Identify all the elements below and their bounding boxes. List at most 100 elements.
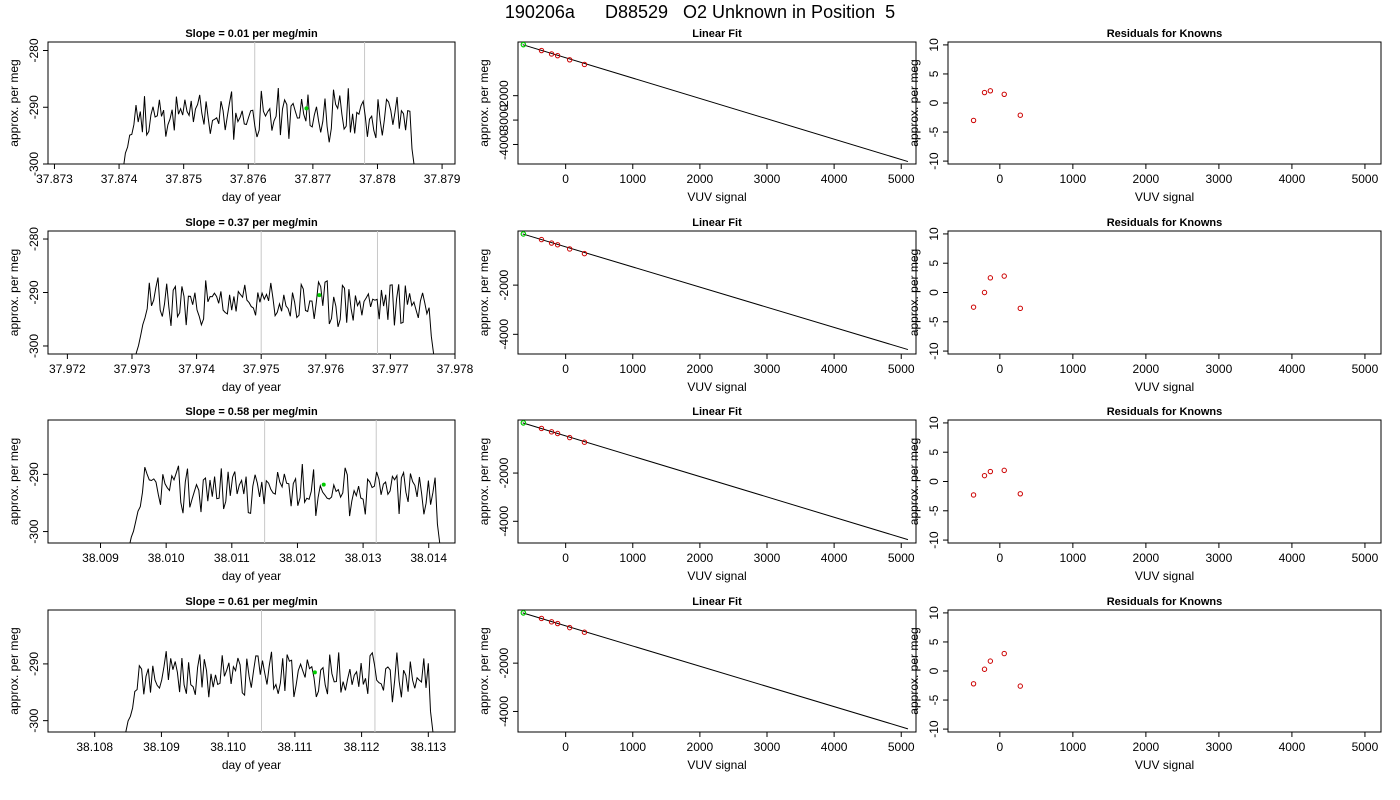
- y-tick-label: -5: [927, 316, 941, 327]
- known-point: [581, 250, 588, 257]
- x-tick-label: 1000: [619, 551, 646, 565]
- x-tick-label: 38.109: [143, 740, 180, 754]
- unknown-point: [520, 610, 527, 616]
- y-tick-label: 10: [927, 606, 941, 620]
- y-axis-label: approx. per meg: [907, 249, 921, 336]
- plot-content: [123, 42, 415, 164]
- plot-frame: [517, 419, 917, 544]
- x-tick-label: 38.112: [344, 740, 380, 754]
- plot-frame: [47, 41, 456, 165]
- panel-title: Residuals for Knowns: [1107, 596, 1223, 608]
- y-axis-label: approx. per meg: [7, 627, 21, 714]
- panel-title: Linear Fit: [692, 217, 742, 229]
- x-tick-label: 4000: [1279, 740, 1306, 754]
- x-tick-label: 1000: [619, 172, 646, 186]
- y-axis-label: approx. per meg: [907, 627, 921, 714]
- x-tick-label: 0: [996, 172, 1003, 186]
- panel-slope-3: Slope = 0.61 per meg/min 38.108 38.109 38.1…: [7, 596, 456, 772]
- unknown-point: [520, 42, 527, 48]
- x-tick-label: 37.873: [36, 172, 73, 186]
- y-tick-label: -5: [927, 126, 941, 137]
- known-point: [548, 619, 555, 625]
- x-axis-label: VUV signal: [687, 380, 746, 394]
- x-tick-label: 3000: [1206, 740, 1233, 754]
- plot-content: [970, 650, 1023, 689]
- plot-frame: [47, 230, 456, 355]
- unknown-point: [304, 106, 309, 111]
- unknown-point: [317, 293, 322, 298]
- x-axis-label: VUV signal: [1135, 190, 1194, 204]
- plot-frame: [947, 419, 1382, 544]
- y-tick-label: -2000: [497, 647, 511, 678]
- known-point: [538, 47, 545, 54]
- x-tick-label: 2000: [1133, 362, 1160, 376]
- x-tick-label: 0: [562, 362, 569, 376]
- plot-content: [970, 467, 1023, 498]
- x-tick-label: 5000: [888, 740, 915, 754]
- x-tick-label: 3000: [754, 740, 781, 754]
- residual-point: [1001, 467, 1007, 474]
- y-tick-label: -4000: [497, 319, 511, 350]
- x-tick-label: 1000: [1060, 740, 1087, 754]
- panel-title: Slope = 0.58 per meg/min: [185, 406, 318, 418]
- fit-line: [522, 612, 909, 730]
- plot-content: [520, 42, 909, 163]
- panel-fit-0: Linear Fit 0 1000 2000 3000 4000 5000 VUV signa…: [477, 28, 917, 204]
- x-tick-label: 37.874: [101, 172, 138, 186]
- x-tick-label: 1000: [1060, 362, 1087, 376]
- x-tick-label: 38.014: [410, 551, 447, 565]
- y-tick-label: 5: [927, 70, 941, 77]
- y-axis-label: approx. per meg: [7, 59, 21, 146]
- x-tick-label: 5000: [888, 551, 915, 565]
- signal-trace: [124, 651, 434, 732]
- known-point: [538, 425, 545, 432]
- y-tick-label: -3000: [497, 104, 511, 135]
- y-tick-label: -290: [27, 280, 41, 304]
- x-tick-label: 38.009: [82, 551, 119, 565]
- y-tick-label: 5: [927, 260, 941, 267]
- x-axis-label: day of year: [222, 569, 281, 583]
- y-axis-label: approx. per meg: [477, 59, 491, 146]
- known-point: [581, 629, 588, 635]
- signal-trace: [129, 463, 441, 543]
- x-tick-label: 38.012: [279, 551, 316, 565]
- x-tick-label: 4000: [821, 740, 848, 754]
- x-tick-label: 2000: [687, 740, 714, 754]
- y-axis-label: approx. per meg: [477, 249, 491, 336]
- panel-title: Slope = 0.01 per meg/min: [185, 28, 318, 40]
- x-tick-label: 37.978: [437, 362, 474, 376]
- x-tick-label: 37.875: [165, 172, 202, 186]
- y-tick-label: 0: [927, 478, 941, 485]
- known-point: [548, 51, 555, 57]
- x-tick-label: 5000: [1352, 172, 1379, 186]
- x-tick-label: 4000: [1279, 172, 1306, 186]
- known-point: [554, 242, 561, 248]
- y-tick-label: 10: [927, 38, 941, 52]
- y-tick-label: -5: [927, 694, 941, 705]
- y-tick-label: -280: [27, 38, 41, 62]
- plot-frame: [47, 609, 456, 733]
- x-tick-label: 4000: [1279, 362, 1306, 376]
- x-tick-label: 0: [562, 172, 569, 186]
- x-tick-label: 38.013: [345, 551, 382, 565]
- x-tick-label: 38.108: [76, 740, 113, 754]
- x-axis-label: day of year: [222, 190, 281, 204]
- plot-content: [520, 231, 909, 351]
- plot-content: [129, 420, 441, 543]
- unknown-point: [312, 670, 317, 675]
- x-axis-label: VUV signal: [1135, 569, 1194, 583]
- y-tick-label: -290: [27, 462, 41, 486]
- plot-frame: [947, 609, 1382, 733]
- known-point: [548, 429, 555, 435]
- plot-content: [970, 273, 1023, 312]
- x-tick-label: 0: [562, 740, 569, 754]
- residual-point: [987, 275, 994, 281]
- panel-fit-2: Linear Fit 0 1000 2000 3000 4000 5000 VUV signa…: [477, 406, 917, 583]
- residual-point: [981, 472, 988, 479]
- unknown-point: [321, 482, 326, 487]
- known-point: [566, 434, 573, 441]
- x-tick-label: 0: [996, 551, 1003, 565]
- plot-frame: [517, 41, 917, 165]
- y-tick-label: 0: [927, 289, 941, 296]
- panel-resid-2: Residuals for Knowns 0 1000 2000 3000 4000 500…: [907, 406, 1382, 583]
